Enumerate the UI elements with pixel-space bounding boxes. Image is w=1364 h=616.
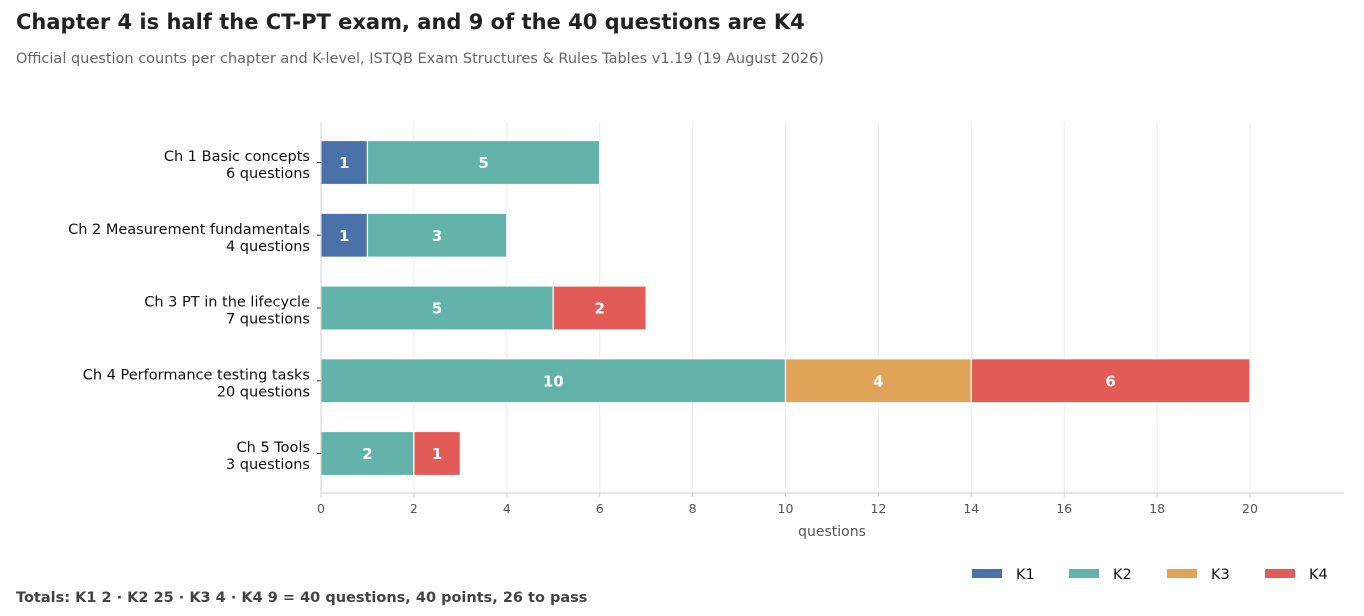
chart-subtitle: Official question counts per chapter and… — [16, 51, 824, 67]
bar-segment-k2 — [366, 212, 508, 258]
bar-segment-k1 — [320, 212, 369, 258]
category-sublabel: 6 questions — [226, 166, 310, 182]
data-label: 1 — [432, 445, 442, 463]
x-tick-label: 18 — [1149, 501, 1165, 516]
x-tick-label: 10 — [778, 501, 794, 516]
bar-segment-k2 — [366, 139, 601, 186]
legend-label: K4 — [1309, 567, 1328, 583]
chart-title: Chapter 4 is half the CT-PT exam, and 9 … — [16, 10, 805, 34]
x-tick-label: 4 — [503, 501, 511, 516]
category-label: Ch 4 Performance testing tasks — [83, 367, 310, 383]
legend-label: K2 — [1113, 567, 1132, 583]
legend-swatch-k2 — [1069, 569, 1099, 578]
legend-label: K3 — [1211, 567, 1230, 583]
bar-segment-k4 — [552, 285, 647, 331]
x-tick-label: 0 — [317, 501, 325, 516]
category-sublabel: 7 questions — [226, 312, 310, 328]
bar-segment-k3 — [784, 358, 972, 404]
category-sublabel: 3 questions — [226, 457, 310, 473]
data-label: 10 — [543, 372, 564, 390]
x-tick-label: 16 — [1056, 501, 1072, 516]
x-axis-label: questions — [798, 524, 866, 540]
data-label: 3 — [432, 227, 442, 245]
bar-segment-k4 — [413, 430, 461, 477]
data-label: 2 — [594, 300, 604, 318]
bar-segment-k2 — [320, 430, 415, 477]
bar-segment-k2 — [320, 358, 787, 404]
data-label: 5 — [478, 154, 488, 172]
data-label: 6 — [1105, 372, 1115, 390]
data-label: 5 — [432, 300, 442, 318]
x-tick-label: 8 — [689, 501, 697, 516]
category-label: Ch 5 Tools — [237, 440, 310, 456]
category-label: Ch 1 Basic concepts — [164, 149, 310, 165]
legend-label: K1 — [1016, 567, 1035, 583]
data-label: 2 — [362, 445, 372, 463]
x-tick-label: 12 — [870, 501, 886, 516]
category-label: Ch 3 PT in the lifecycle — [144, 295, 310, 311]
data-label: 1 — [339, 154, 349, 172]
bar-segment-k4 — [970, 358, 1251, 404]
x-tick-label: 6 — [596, 501, 604, 516]
x-tick-label: 20 — [1242, 501, 1258, 516]
x-tick-label: 2 — [410, 501, 418, 516]
legend-swatch-k1 — [972, 569, 1002, 578]
legend: K1 K2 K3 K4 — [972, 567, 1328, 583]
legend-swatch-k4 — [1265, 569, 1295, 578]
category-label: Ch 2 Measurement fundamentals — [68, 222, 310, 238]
data-label: 1 — [339, 227, 349, 245]
category-sublabel: 4 questions — [226, 239, 310, 255]
legend-swatch-k3 — [1167, 569, 1197, 578]
bars: 1 5 1 3 5 2 10 4 6 2 1 — [320, 139, 1251, 477]
x-tick-label: 14 — [963, 501, 979, 516]
category-sublabel: 20 questions — [217, 384, 310, 400]
data-label: 4 — [873, 372, 883, 390]
chart-footer: Totals: K1 2 · K2 25 · K3 4 · K4 9 = 40 … — [16, 590, 588, 606]
